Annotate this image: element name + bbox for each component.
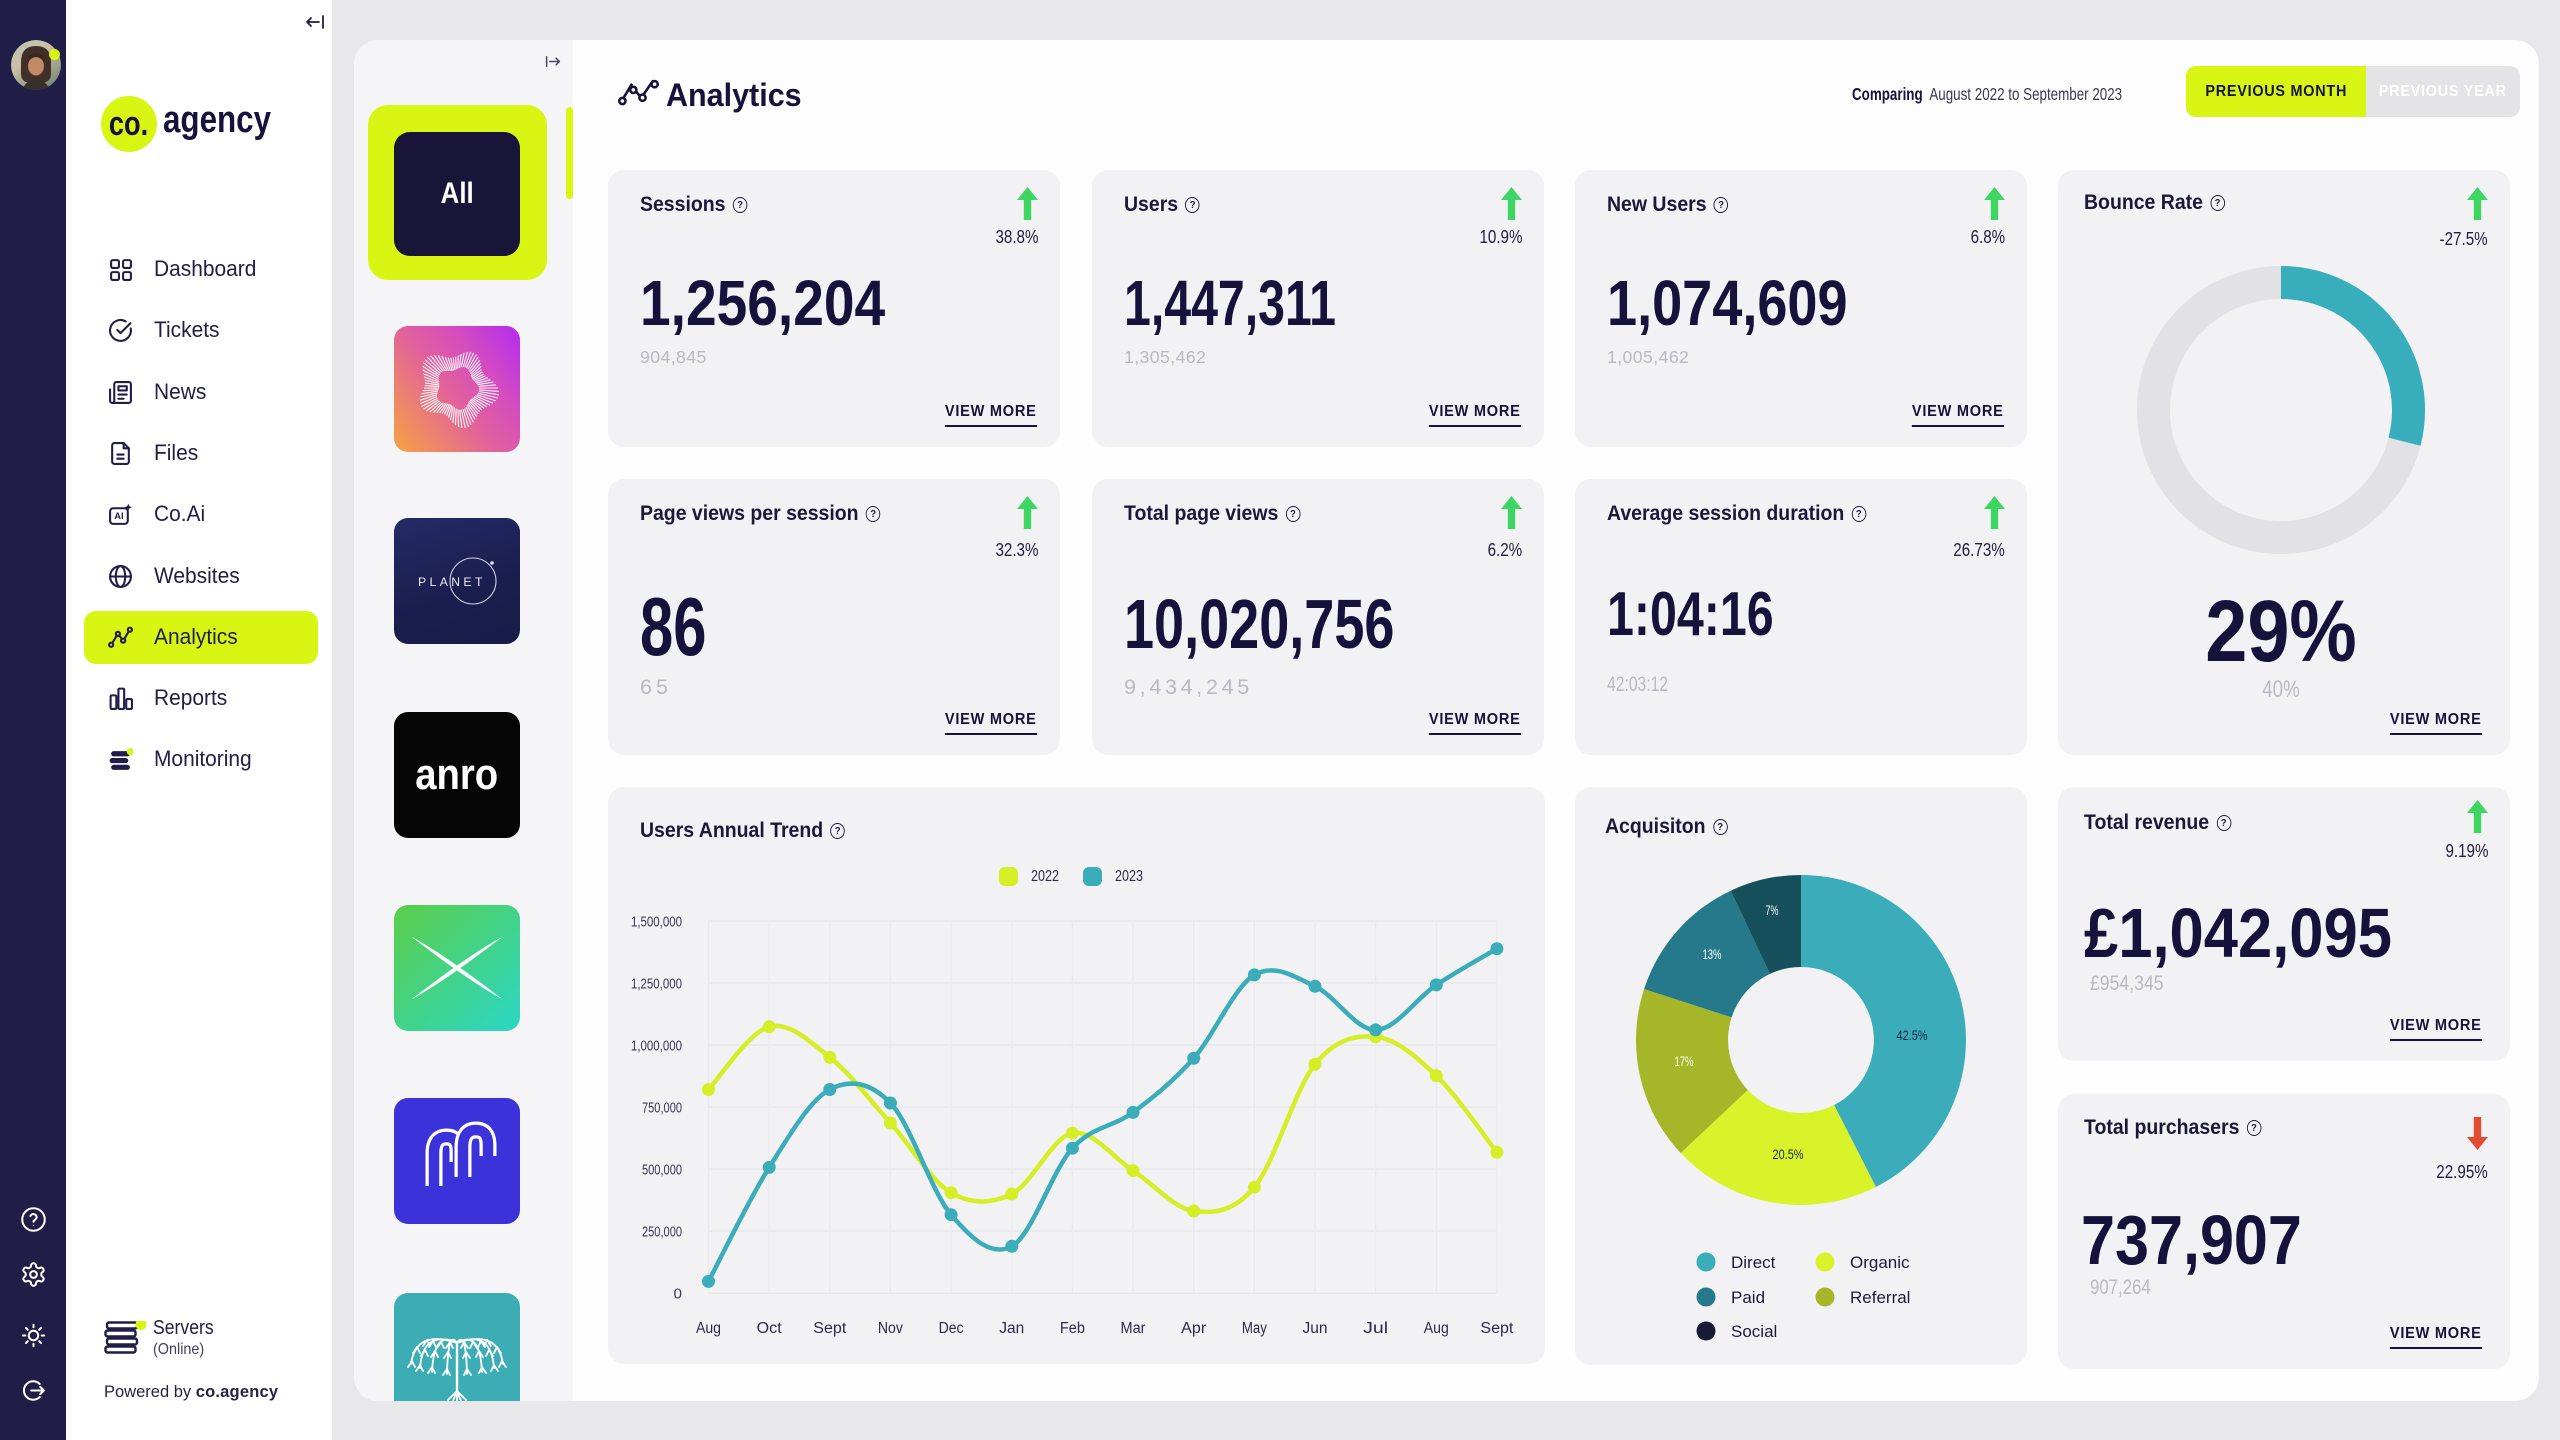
svg-text:Aug: Aug [696, 1320, 721, 1337]
svg-text:Aug: Aug [1424, 1320, 1449, 1337]
svg-text:Mar: Mar [1121, 1320, 1146, 1337]
svg-text:Jun: Jun [1303, 1320, 1328, 1337]
svg-text:Sept: Sept [1480, 1320, 1514, 1337]
svg-text:500,000: 500,000 [642, 1162, 682, 1179]
svg-text:Nov: Nov [878, 1320, 903, 1337]
svg-text:Social: Social [1731, 1322, 1777, 1341]
svg-text:2022: 2022 [1031, 868, 1059, 885]
svg-text:Organic: Organic [1850, 1253, 1910, 1272]
svg-text:0: 0 [674, 1286, 682, 1303]
svg-text:250,000: 250,000 [642, 1224, 682, 1241]
svg-text:Referral: Referral [1850, 1288, 1910, 1307]
svg-text:2023: 2023 [1115, 868, 1143, 885]
svg-text:750,000: 750,000 [642, 1100, 682, 1117]
svg-text:PLANET: PLANET [418, 575, 486, 589]
svg-text:17%: 17% [1675, 1054, 1694, 1069]
svg-text:Oct: Oct [757, 1320, 783, 1337]
svg-text:Jul: Jul [1363, 1320, 1388, 1337]
svg-text:42.5%: 42.5% [1897, 1028, 1928, 1043]
svg-text:Apr: Apr [1181, 1320, 1206, 1337]
svg-text:7%: 7% [1766, 903, 1779, 918]
svg-text:1,250,000: 1,250,000 [631, 976, 682, 993]
svg-text:Jan: Jan [999, 1320, 1024, 1337]
svg-text:Paid: Paid [1731, 1288, 1765, 1307]
svg-text:Feb: Feb [1060, 1320, 1085, 1337]
svg-text:Sept: Sept [813, 1320, 847, 1337]
svg-text:AI: AI [114, 511, 123, 521]
svg-text:Direct: Direct [1731, 1253, 1776, 1272]
svg-text:13%: 13% [1703, 947, 1722, 962]
svg-text:1,000,000: 1,000,000 [631, 1038, 682, 1055]
svg-text:Dec: Dec [939, 1320, 964, 1337]
svg-text:May: May [1242, 1320, 1267, 1337]
svg-text:1,500,000: 1,500,000 [631, 914, 682, 931]
svg-text:20.5%: 20.5% [1773, 1147, 1804, 1162]
